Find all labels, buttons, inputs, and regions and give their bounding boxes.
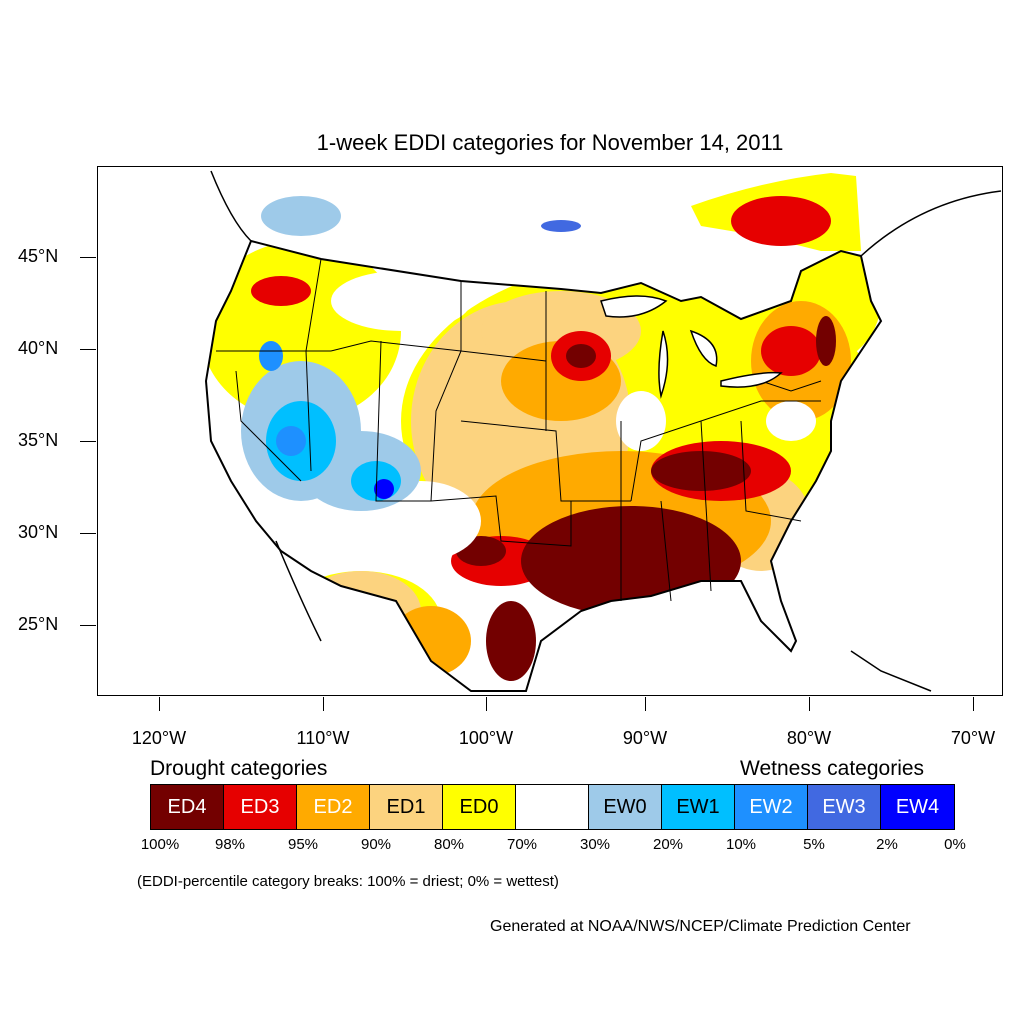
coastline-northeast xyxy=(861,191,1001,256)
break-label: 30% xyxy=(565,836,625,853)
lat-tick xyxy=(80,441,96,442)
legend-box-ed0: ED0 xyxy=(443,785,516,829)
legend-box-ed1: ED1 xyxy=(370,785,443,829)
legend-label: EW2 xyxy=(749,796,792,819)
wetness-heading: Wetness categories xyxy=(740,757,924,781)
us-map-svg xyxy=(98,167,1003,696)
legend-label: EW0 xyxy=(603,796,646,819)
canada-wet-patch xyxy=(261,196,341,236)
lon-tick xyxy=(809,697,810,711)
legend-box-ew4: EW4 xyxy=(881,785,954,829)
legend-box-ew1: EW1 xyxy=(662,785,735,829)
legend-label: EW4 xyxy=(896,796,939,819)
legend-box-ed2: ED2 xyxy=(297,785,370,829)
break-label: 90% xyxy=(346,836,406,853)
legend-label: ED1 xyxy=(387,796,426,819)
lon-tick xyxy=(323,697,324,711)
lat-label-45: 45°N xyxy=(18,246,78,267)
lat-label-40: 40°N xyxy=(18,338,78,359)
legend-box-ed4: ED4 xyxy=(151,785,224,829)
break-label: 95% xyxy=(273,836,333,853)
breaks-note: (EDDI-percentile category breaks: 100% =… xyxy=(137,873,559,890)
legend-box-neutral xyxy=(516,785,589,829)
coastline-north xyxy=(211,171,251,241)
lat-tick xyxy=(80,625,96,626)
legend-label: ED2 xyxy=(314,796,353,819)
break-label: 100% xyxy=(130,836,190,853)
lon-label-110: 110°W xyxy=(283,728,363,749)
lat-label-25: 25°N xyxy=(18,614,78,635)
break-label: 2% xyxy=(857,836,917,853)
lat-tick xyxy=(80,349,96,350)
lon-tick xyxy=(159,697,160,711)
credit-line: Generated at NOAA/NWS/NCEP/Climate Predi… xyxy=(490,918,911,936)
break-label: 10% xyxy=(711,836,771,853)
legend-label: ED0 xyxy=(460,796,499,819)
lon-label-100: 100°W xyxy=(446,728,526,749)
break-label: 98% xyxy=(200,836,260,853)
drought-heading: Drought categories xyxy=(150,757,327,781)
legend-color-bar: ED4 ED3 ED2 ED1 ED0 EW0 EW1 EW2 EW3 EW4 xyxy=(150,784,955,830)
lon-tick xyxy=(645,697,646,711)
break-label: 70% xyxy=(492,836,552,853)
legend-box-ew3: EW3 xyxy=(808,785,881,829)
cuba-coast xyxy=(851,651,931,691)
legend-label: ED3 xyxy=(241,796,280,819)
legend-box-ew2: EW2 xyxy=(735,785,808,829)
legend-label: EW1 xyxy=(676,796,719,819)
lon-tick xyxy=(486,697,487,711)
break-label: 5% xyxy=(784,836,844,853)
canada-dry-patch xyxy=(731,196,831,246)
lat-label-35: 35°N xyxy=(18,430,78,451)
lon-label-70: 70°W xyxy=(933,728,1013,749)
legend-label: ED4 xyxy=(168,796,207,819)
lon-tick xyxy=(973,697,974,711)
legend-box-ed3: ED3 xyxy=(224,785,297,829)
lon-label-90: 90°W xyxy=(605,728,685,749)
lat-tick xyxy=(80,533,96,534)
lon-label-120: 120°W xyxy=(119,728,199,749)
break-label: 0% xyxy=(925,836,985,853)
canada-wet-patch xyxy=(541,220,581,232)
lat-label-30: 30°N xyxy=(18,522,78,543)
lat-tick xyxy=(80,257,96,258)
legend-box-ew0: EW0 xyxy=(589,785,662,829)
map-title: 1-week EDDI categories for November 14, … xyxy=(0,130,1024,156)
lon-label-80: 80°W xyxy=(769,728,849,749)
eddi-map xyxy=(97,166,1003,696)
break-label: 80% xyxy=(419,836,479,853)
legend-label: EW3 xyxy=(822,796,865,819)
break-label: 20% xyxy=(638,836,698,853)
